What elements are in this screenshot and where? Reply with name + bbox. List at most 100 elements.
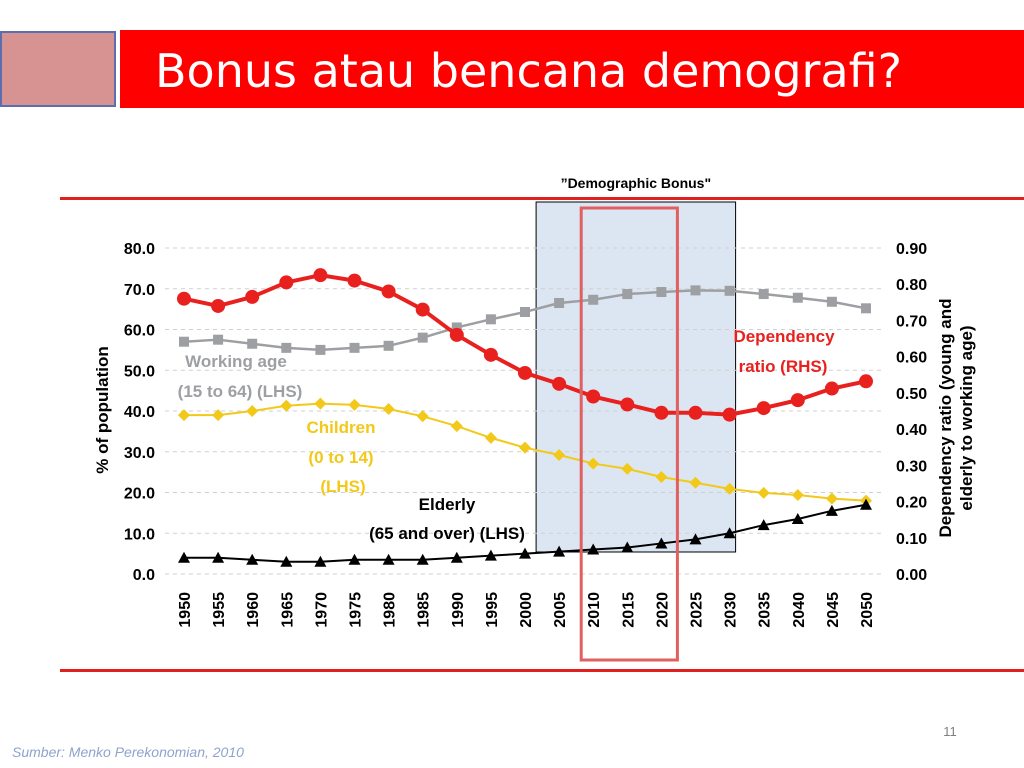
children-point xyxy=(587,457,600,470)
x-tick-label: 2040 xyxy=(791,592,808,628)
bottom-divider xyxy=(60,669,1024,672)
elderly-point xyxy=(723,527,736,539)
x-tick-label: 2050 xyxy=(859,592,876,628)
elderly-label-line2: (65 and over) (LHS) xyxy=(369,524,525,543)
working-age-point xyxy=(383,340,394,351)
children-point xyxy=(655,471,668,484)
x-tick-label: 1950 xyxy=(177,592,194,628)
elderly-point xyxy=(382,553,395,565)
children-point xyxy=(450,420,463,433)
x-tick-label: 2020 xyxy=(654,592,671,628)
left-tick-label: 80.0 xyxy=(124,241,155,258)
children-point xyxy=(348,398,361,411)
working-age-point xyxy=(588,294,599,305)
working-age-point xyxy=(315,344,326,355)
right-tick-label: 0.80 xyxy=(896,277,927,294)
series-layer xyxy=(177,268,873,567)
elderly-series xyxy=(178,498,872,567)
working-age-point xyxy=(758,289,769,300)
x-tick-label: 1980 xyxy=(382,592,399,628)
dependency-label-line1: Dependency xyxy=(733,327,835,346)
working-age-point xyxy=(417,332,428,343)
dependency-ratio-point xyxy=(177,291,191,306)
left-tick-label: 30.0 xyxy=(124,445,155,462)
working-age-label-line2: (15 to 64) (LHS) xyxy=(178,382,303,401)
top-divider xyxy=(60,197,1024,200)
dependency-ratio-point xyxy=(756,401,771,416)
dependency-ratio-point xyxy=(483,347,498,362)
page-number: 11 xyxy=(943,724,957,739)
children-label-line2: (0 to 14) xyxy=(308,448,373,467)
x-tick-label: 1995 xyxy=(484,592,501,628)
elderly-point xyxy=(484,549,497,561)
children-point xyxy=(519,441,531,454)
children-point xyxy=(553,449,566,462)
children-point xyxy=(689,476,702,489)
dependency-ratio-point xyxy=(245,289,260,304)
dependency-ratio-point xyxy=(347,273,362,288)
dependency-ratio-point xyxy=(722,407,737,422)
title-accent-square xyxy=(0,31,116,107)
dependency-ratio-point xyxy=(415,302,430,317)
right-tick-label: 0.70 xyxy=(896,313,927,330)
elderly-point xyxy=(689,533,702,545)
right-tick-label: 0.50 xyxy=(896,386,927,403)
working-age-point xyxy=(861,303,871,314)
elderly-point xyxy=(825,504,838,516)
elderly-point xyxy=(757,519,770,531)
left-tick-label: 10.0 xyxy=(124,526,155,543)
working-age-point xyxy=(724,285,735,296)
children-series xyxy=(178,397,872,507)
children-point xyxy=(484,431,497,444)
right-tick-label: 0.90 xyxy=(896,241,927,258)
demographic-bonus-region xyxy=(535,201,737,553)
title-bar xyxy=(120,30,1024,108)
working-age-point xyxy=(520,306,530,317)
x-tick-label: 1970 xyxy=(313,592,330,628)
children-point xyxy=(178,409,190,422)
x-tick-label: 2010 xyxy=(586,592,603,628)
dependency-ratio-series xyxy=(177,268,873,422)
dependency-ratio-point xyxy=(790,393,805,408)
children-point xyxy=(212,409,225,422)
right-axis-ticks: 0.00 0.10 0.20 0.30 0.40 0.50 0.60 0.70 0.80 0.90 xyxy=(896,241,927,584)
working-age-point xyxy=(281,342,292,353)
working-age-point xyxy=(349,342,360,353)
x-tick-label: 2000 xyxy=(518,592,535,628)
working-age-point xyxy=(451,322,462,333)
right-tick-label: 0.40 xyxy=(896,422,927,439)
elderly-point xyxy=(791,512,804,524)
dependency-ratio-point xyxy=(824,381,839,396)
x-axis-ticks: 1950 1955 1960 1965 1970 1975 1980 1985 1990 1995… xyxy=(177,592,876,628)
dependency-ratio-point xyxy=(211,298,226,313)
right-tick-label: 0.10 xyxy=(896,531,927,548)
elderly-point xyxy=(314,555,327,567)
elderly-point xyxy=(621,541,634,553)
children-point xyxy=(416,410,429,423)
demographic-bonus-label: ”Demographic Bonus" xyxy=(561,175,712,191)
x-tick-label: 1960 xyxy=(245,592,262,628)
left-axis-title: % of population xyxy=(93,346,112,473)
working-age-point xyxy=(247,338,258,349)
children-point xyxy=(246,405,259,417)
working-age-point xyxy=(179,336,189,347)
x-tick-label: 2025 xyxy=(689,592,706,628)
elderly-point xyxy=(450,551,463,563)
working-age-point xyxy=(554,298,565,309)
working-age-point xyxy=(792,292,803,303)
slide-title: Bonus atau bencana demografi? xyxy=(155,44,903,98)
dependency-ratio-point xyxy=(586,389,601,404)
elderly-point xyxy=(519,547,531,559)
x-tick-label: 1975 xyxy=(348,592,365,628)
children-point xyxy=(314,397,327,410)
working-age-point xyxy=(622,289,633,300)
dependency-ratio-point xyxy=(279,275,294,290)
elderly-label-line1: Elderly xyxy=(419,495,476,514)
working-age-point xyxy=(826,296,837,307)
elderly-point xyxy=(178,551,190,563)
dependency-ratio-point xyxy=(449,327,464,342)
highlight-box-2010-2020 xyxy=(579,206,679,662)
left-axis-ticks: 0.0 10.0 20.0 30.0 40.0 50.0 60.0 70.0 80.0 xyxy=(124,241,155,584)
elderly-point xyxy=(416,553,429,565)
